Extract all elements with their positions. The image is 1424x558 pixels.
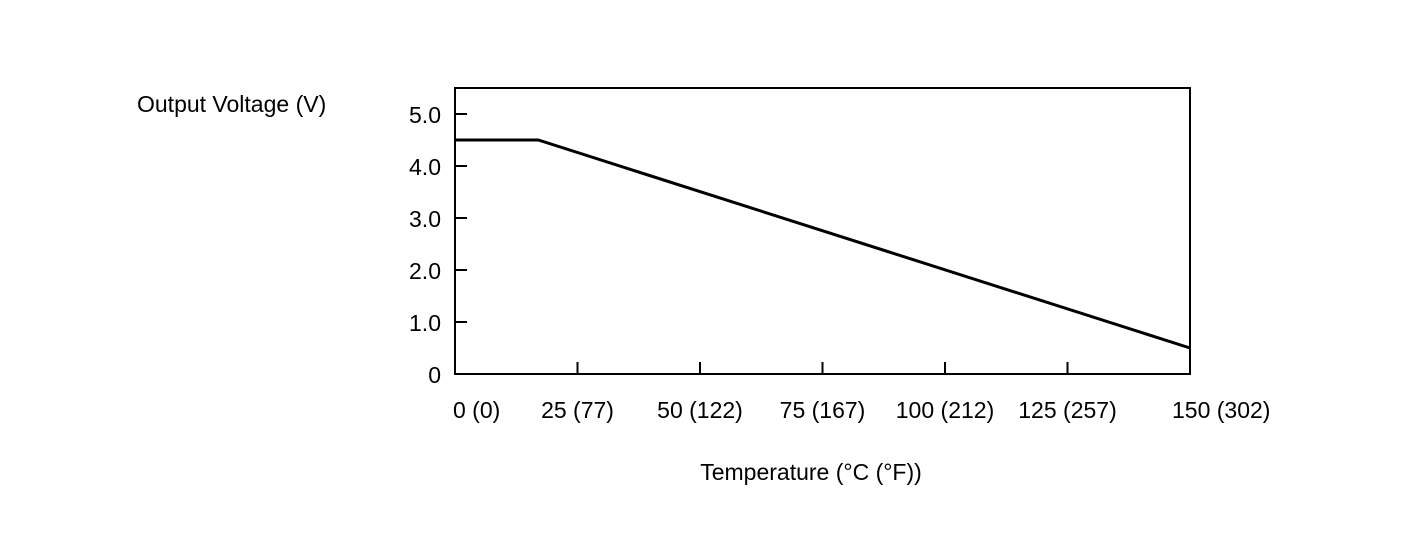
x-axis-label: Temperature (°C (°F)) <box>700 459 922 485</box>
y-ticks: 0 1.0 2.0 3.0 4.0 5.0 <box>409 102 467 388</box>
x-tick-label: 50 (122) <box>657 397 743 423</box>
x-tick-label: 150 (302) <box>1172 397 1270 423</box>
x-tick-label: 75 (167) <box>780 397 866 423</box>
x-tick-label: 25 (77) <box>541 397 614 423</box>
series-layer <box>455 138 1191 350</box>
y-axis-label: Output Voltage (V) <box>137 91 326 117</box>
y-tick-label: 3.0 <box>409 206 441 232</box>
x-tick-label: 0 (0) <box>453 397 500 423</box>
x-tick-label: 125 (257) <box>1018 397 1116 423</box>
x-ticks: 0 (0) 25 (77) 50 (122) 75 (167) 100 (212) 125… <box>453 362 1270 423</box>
y-tick-label: 1.0 <box>409 310 441 336</box>
x-tick-label: 100 (212) <box>896 397 994 423</box>
y-tick-label: 2.0 <box>409 258 441 284</box>
y-tick-label: 4.0 <box>409 154 441 180</box>
y-tick-label: 0 <box>428 362 441 388</box>
y-tick-label: 5.0 <box>409 102 441 128</box>
series-line <box>455 138 1191 350</box>
